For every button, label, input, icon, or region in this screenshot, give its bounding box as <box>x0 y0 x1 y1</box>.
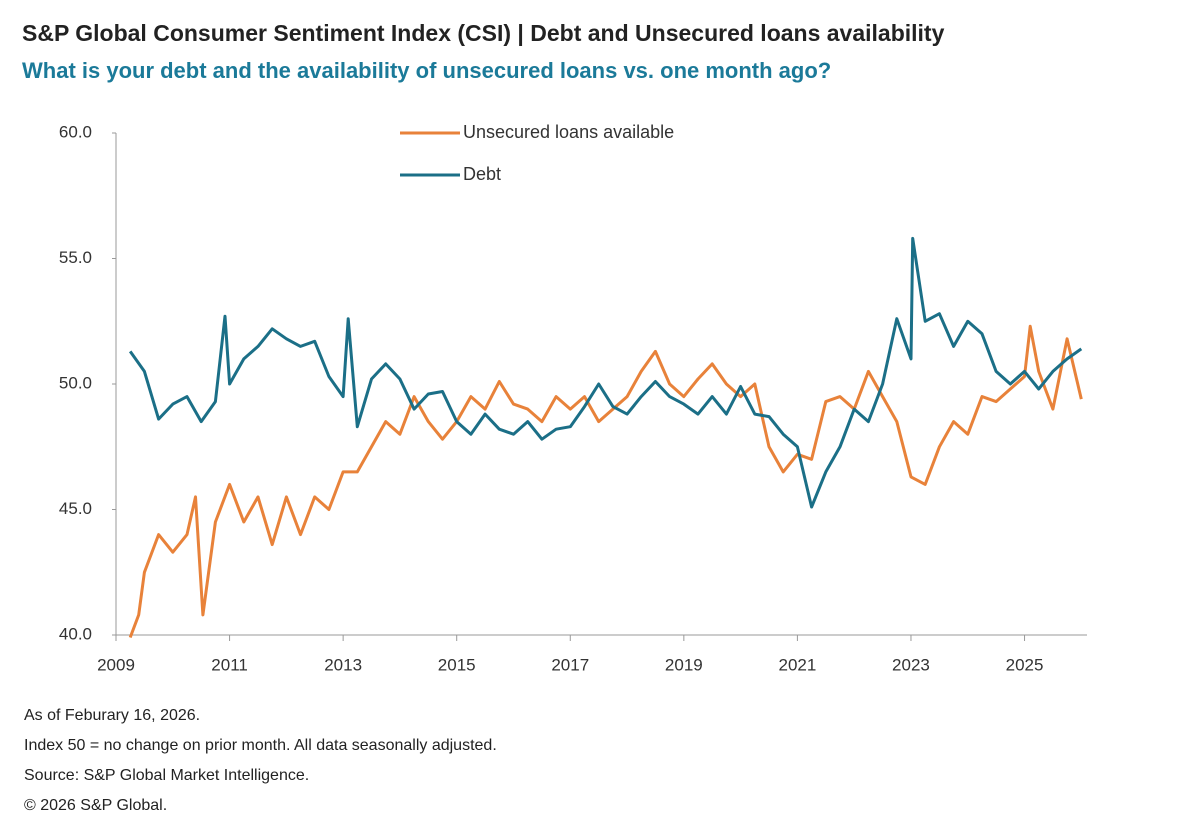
y-tick-label: 60.0 <box>59 122 92 141</box>
x-tick-label: 2013 <box>324 655 362 674</box>
x-tick-label: 2011 <box>211 655 248 674</box>
footnote: As of Feburary 16, 2026. <box>24 707 200 724</box>
footnote: Source: S&P Global Market Intelligence. <box>24 767 309 784</box>
y-tick-label: 45.0 <box>59 499 92 518</box>
data-line <box>128 324 1083 639</box>
x-tick-label: 2015 <box>438 655 476 674</box>
chart-subtitle: What is your debt and the availability o… <box>22 58 831 83</box>
x-tick-label: 2025 <box>1006 655 1044 674</box>
legend-label: Debt <box>463 164 501 184</box>
x-tick-label: 2023 <box>892 655 930 674</box>
chart-title: S&P Global Consumer Sentiment Index (CSI… <box>22 20 945 46</box>
x-tick-label: 2009 <box>97 655 135 674</box>
y-tick-label: 40.0 <box>59 624 92 643</box>
y-tick-label: 55.0 <box>59 248 92 267</box>
data-line <box>128 236 1083 509</box>
footnote: © 2026 S&P Global. <box>24 797 167 814</box>
x-tick-label: 2017 <box>551 655 589 674</box>
legend-label: Unsecured loans available <box>463 122 674 142</box>
x-tick-label: 2019 <box>665 655 703 674</box>
footnote: Index 50 = no change on prior month. All… <box>24 737 497 754</box>
y-tick-label: 50.0 <box>59 373 92 392</box>
x-tick-label: 2021 <box>778 655 816 674</box>
